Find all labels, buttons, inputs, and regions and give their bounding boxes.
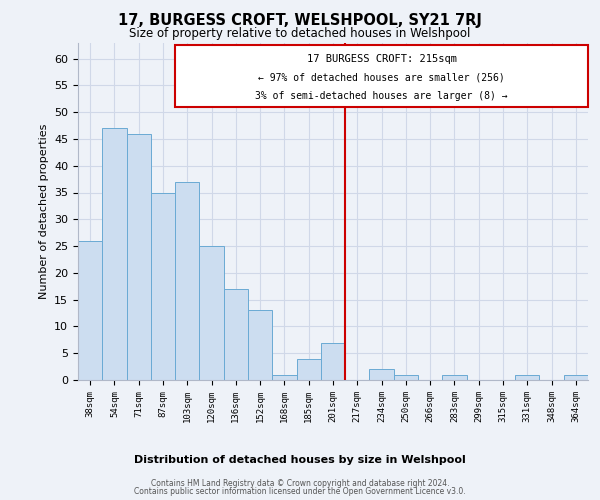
Bar <box>442 374 467 380</box>
Text: 3% of semi-detached houses are larger (8) →: 3% of semi-detached houses are larger (8… <box>255 91 508 101</box>
FancyBboxPatch shape <box>175 45 588 107</box>
Text: Distribution of detached houses by size in Welshpool: Distribution of detached houses by size … <box>134 455 466 465</box>
Bar <box>199 246 224 380</box>
Y-axis label: Number of detached properties: Number of detached properties <box>38 124 49 299</box>
Text: Contains HM Land Registry data © Crown copyright and database right 2024.: Contains HM Land Registry data © Crown c… <box>151 479 449 488</box>
Bar <box>296 358 321 380</box>
Bar <box>151 192 175 380</box>
Bar <box>175 182 199 380</box>
Text: ← 97% of detached houses are smaller (256): ← 97% of detached houses are smaller (25… <box>258 72 505 83</box>
Bar <box>394 374 418 380</box>
Bar <box>515 374 539 380</box>
Text: Contains public sector information licensed under the Open Government Licence v3: Contains public sector information licen… <box>134 487 466 496</box>
Text: 17 BURGESS CROFT: 215sqm: 17 BURGESS CROFT: 215sqm <box>307 54 457 64</box>
Bar <box>127 134 151 380</box>
Bar <box>102 128 127 380</box>
Bar <box>321 342 345 380</box>
Text: 17, BURGESS CROFT, WELSHPOOL, SY21 7RJ: 17, BURGESS CROFT, WELSHPOOL, SY21 7RJ <box>118 12 482 28</box>
Bar <box>272 374 296 380</box>
Bar <box>564 374 588 380</box>
Bar <box>248 310 272 380</box>
Text: Size of property relative to detached houses in Welshpool: Size of property relative to detached ho… <box>130 28 470 40</box>
Bar <box>224 289 248 380</box>
Bar <box>78 240 102 380</box>
Bar <box>370 370 394 380</box>
